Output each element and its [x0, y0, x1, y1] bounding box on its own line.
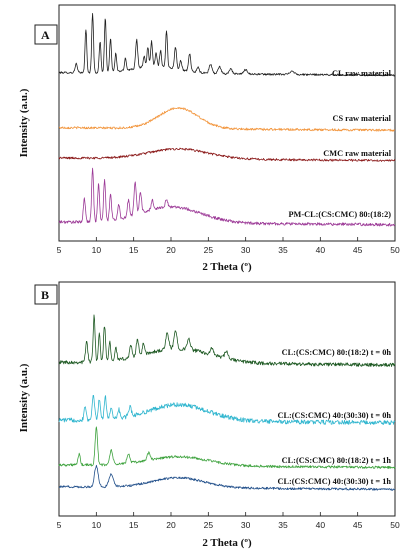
panel-b-series [58, 314, 396, 491]
series-line-a-2 [58, 147, 396, 162]
x-tick-label-a-20: 20 [166, 245, 176, 255]
panel-a-series [58, 12, 396, 227]
panel-b-letter: B [41, 288, 49, 302]
x-tick-label-b-30: 30 [241, 520, 251, 530]
x-tick-label-a-45: 45 [353, 245, 363, 255]
series-label-40-30-30-1h: CL:(CS:CMC) 40:(30:30) t = 1h [278, 477, 392, 486]
panel-b-y-axis-label: Intensity (a.u.) [18, 363, 30, 432]
x-tick-label-a-5: 5 [57, 245, 62, 255]
series-line-b-3 [58, 464, 396, 491]
x-tick-label-a-10: 10 [92, 245, 102, 255]
series-label-cs-raw: CS raw material [332, 114, 391, 123]
panel-b-series-labels: CL:(CS:CMC) 80:(18:2) t = 0h CL:(CS:CMC)… [278, 348, 392, 486]
x-tick-label-b-15: 15 [129, 520, 139, 530]
series-label-cmc-raw: CMC raw material [323, 149, 391, 158]
series-line-a-1 [58, 107, 396, 132]
x-tick-label-b-5: 5 [57, 520, 62, 530]
x-tick-label-b-10: 10 [92, 520, 102, 530]
panel-a-x-ticks: 5 10 15 20 25 30 35 40 45 50 [57, 237, 400, 255]
series-line-a-0 [58, 12, 396, 77]
panel-b: B Intensity (a.u.) 2 Theta (º) 5 10 15 20 25… [18, 281, 400, 549]
panel-a-x-axis-label: 2 Theta (º) [202, 261, 252, 273]
series-line-b-2 [58, 426, 396, 470]
panel-a: A Intensity (a.u.) 2 Theta (º) 5 10 15 20 25… [18, 4, 400, 273]
x-tick-label-b-40: 40 [316, 520, 326, 530]
x-tick-label-a-30: 30 [241, 245, 251, 255]
panel-a-letter: A [41, 28, 50, 42]
x-tick-label-a-35: 35 [278, 245, 288, 255]
panel-b-letter-box [34, 284, 58, 305]
series-line-a-3 [58, 167, 395, 227]
series-label-80-18-2-0h: CL:(CS:CMC) 80:(18:2) t = 0h [282, 348, 392, 357]
x-tick-label-b-35: 35 [278, 520, 288, 530]
series-label-80-18-2-1h: CL:(CS:CMC) 80:(18:2) t = 1h [282, 456, 392, 465]
series-label-40-30-30-0h: CL:(CS:CMC) 40:(30:30) t = 0h [278, 411, 392, 420]
series-label-pm: PM-CL:(CS:CMC) 80:(18:2) [288, 210, 391, 219]
panel-a-y-axis-label: Intensity (a.u.) [18, 88, 30, 157]
panel-a-letter-box [34, 24, 58, 45]
x-tick-label-a-40: 40 [316, 245, 326, 255]
x-tick-label-b-45: 45 [353, 520, 363, 530]
panel-b-x-axis-label: 2 Theta (º) [202, 537, 252, 549]
x-tick-label-a-25: 25 [204, 245, 214, 255]
x-tick-label-a-50: 50 [390, 245, 400, 255]
x-tick-label-a-15: 15 [129, 245, 139, 255]
panel-b-plot-frame [58, 281, 396, 517]
x-tick-label-b-20: 20 [166, 520, 176, 530]
panel-b-x-ticks: 5 10 15 20 25 30 35 40 45 50 [57, 512, 400, 530]
x-tick-label-b-50: 50 [390, 520, 400, 530]
series-label-cl-raw: CL raw material [332, 69, 392, 78]
panel-a-plot-frame [58, 4, 396, 242]
panel-a-series-labels: CL raw material CS raw material CMC raw … [288, 69, 391, 219]
series-line-b-0 [58, 314, 396, 368]
series-line-b-1 [58, 394, 396, 426]
x-tick-label-b-25: 25 [204, 520, 214, 530]
